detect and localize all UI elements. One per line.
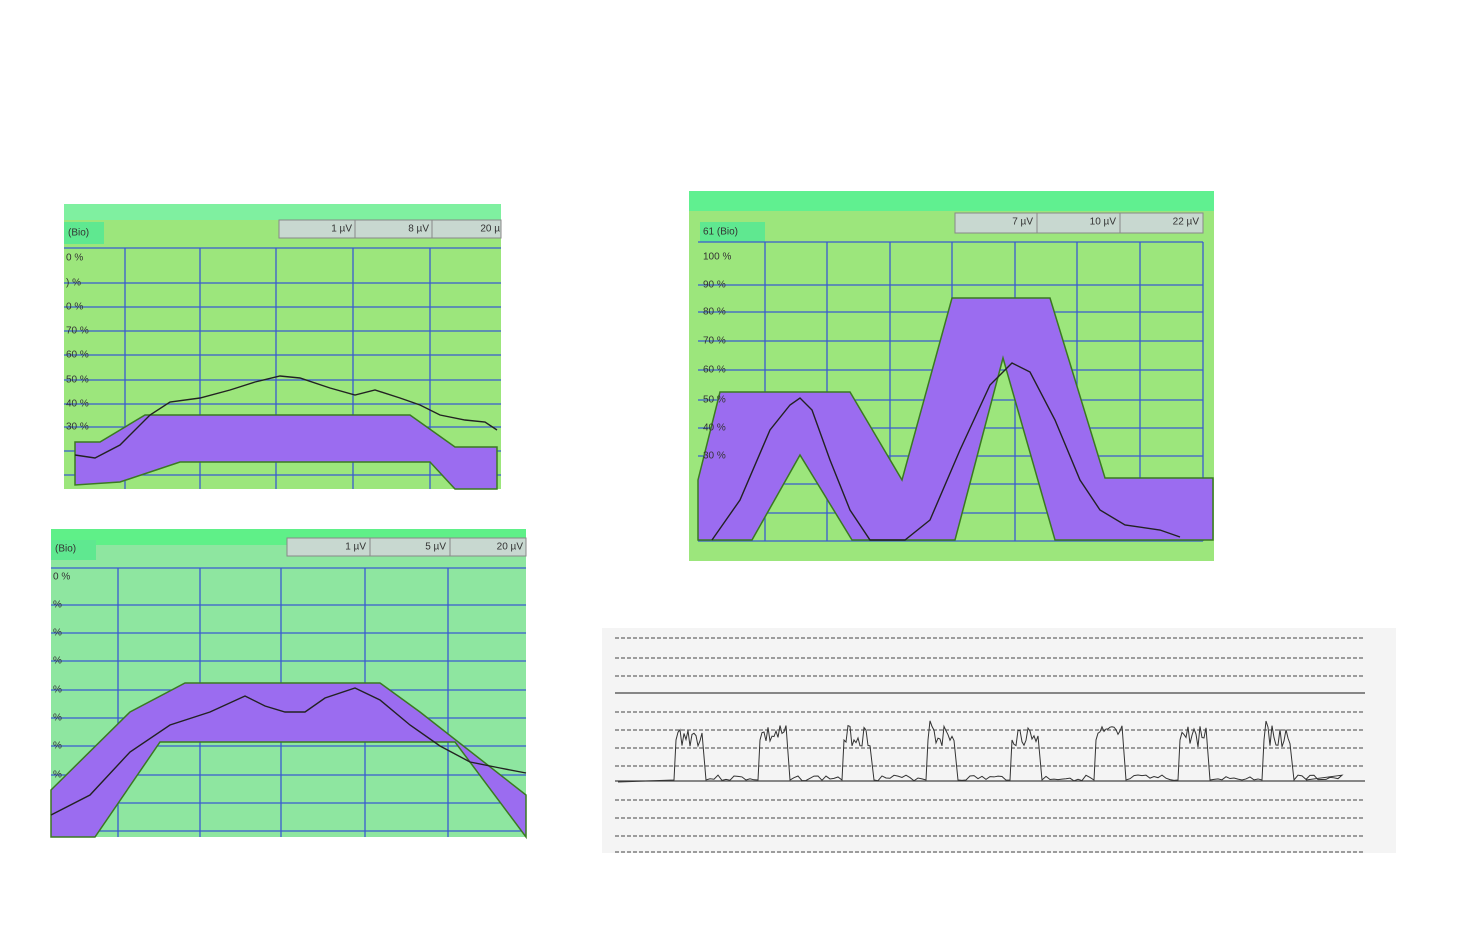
channel-label: (Bio): [55, 544, 76, 555]
y-tick-label: 60 %: [703, 365, 726, 376]
tolerance-band: [74, 414, 498, 490]
scale-label: 1 µV: [331, 224, 352, 235]
header: [64, 204, 501, 220]
y-tick-label: 70 %: [66, 326, 89, 337]
scale-label: 22 µV: [1173, 217, 1200, 228]
panel-4: [602, 628, 1396, 853]
panel-3: (Bio) 1 µV 5 µV 20 µV 0 %%%%%%%%: [50, 529, 527, 840]
y-tick-label: 60 %: [66, 350, 89, 361]
y-tick-label: 0 %: [66, 302, 83, 313]
tolerance-band: [50, 682, 527, 840]
y-tick-label: %: [53, 628, 62, 639]
trace: [711, 362, 1181, 541]
channel-label: 61 (Bio): [703, 227, 738, 238]
scale-label: 10 µV: [1090, 217, 1117, 228]
panel-2: 61 (Bio) 7 µV 10 µV 22 µV 100 % 90 % 80 % 7…: [689, 191, 1214, 561]
y-tick-label: 100 %: [703, 252, 731, 263]
scale-label: 20 µ: [480, 224, 500, 235]
trace: [50, 687, 527, 816]
scale-label: 5 µV: [425, 542, 446, 553]
y-tick-label: 30 %: [703, 451, 726, 462]
pulse-trace: [617, 720, 1344, 783]
y-tick-label: %: [53, 656, 62, 667]
trace: [74, 375, 498, 459]
scale-label: 8 µV: [408, 224, 429, 235]
y-tick-label: 0 %: [66, 253, 83, 264]
channel-box: [700, 222, 765, 242]
y-tick-label: 0 %: [53, 572, 70, 583]
y-tick-label: 30 %: [66, 422, 89, 433]
y-tick-label: %: [53, 685, 62, 696]
scale-label: 7 µV: [1012, 217, 1033, 228]
y-tick-label: 80 %: [703, 307, 726, 318]
scale-box: [431, 219, 502, 239]
header: [689, 191, 1214, 211]
y-tick-label: %: [53, 770, 62, 781]
channel-box: [64, 222, 104, 244]
y-tick-label: 50 %: [703, 395, 726, 406]
channel-box: [51, 540, 96, 560]
y-tick-label: 40 %: [66, 399, 89, 410]
scale-label: 1 µV: [345, 542, 366, 553]
y-tick-label: %: [53, 713, 62, 724]
y-tick-label: 70 %: [703, 336, 726, 347]
scale-box: [1119, 212, 1204, 234]
y-tick-label: %: [53, 600, 62, 611]
channel-label: (Bio): [68, 228, 89, 239]
y-tick-label: ) %: [66, 278, 81, 289]
y-tick-label: %: [53, 741, 62, 752]
y-tick-label: 90 %: [703, 280, 726, 291]
tolerance-band: [697, 297, 1214, 541]
scale-label: 20 µV: [497, 542, 524, 553]
y-tick-label: 50 %: [66, 375, 89, 386]
panel-1: (Bio) 1 µV 8 µV 20 µ 0 % ) % 0 % 70 % 60 % 50…: [64, 204, 502, 490]
y-tick-label: 40 %: [703, 423, 726, 434]
paper: [602, 628, 1396, 853]
scale-box: [449, 537, 527, 557]
